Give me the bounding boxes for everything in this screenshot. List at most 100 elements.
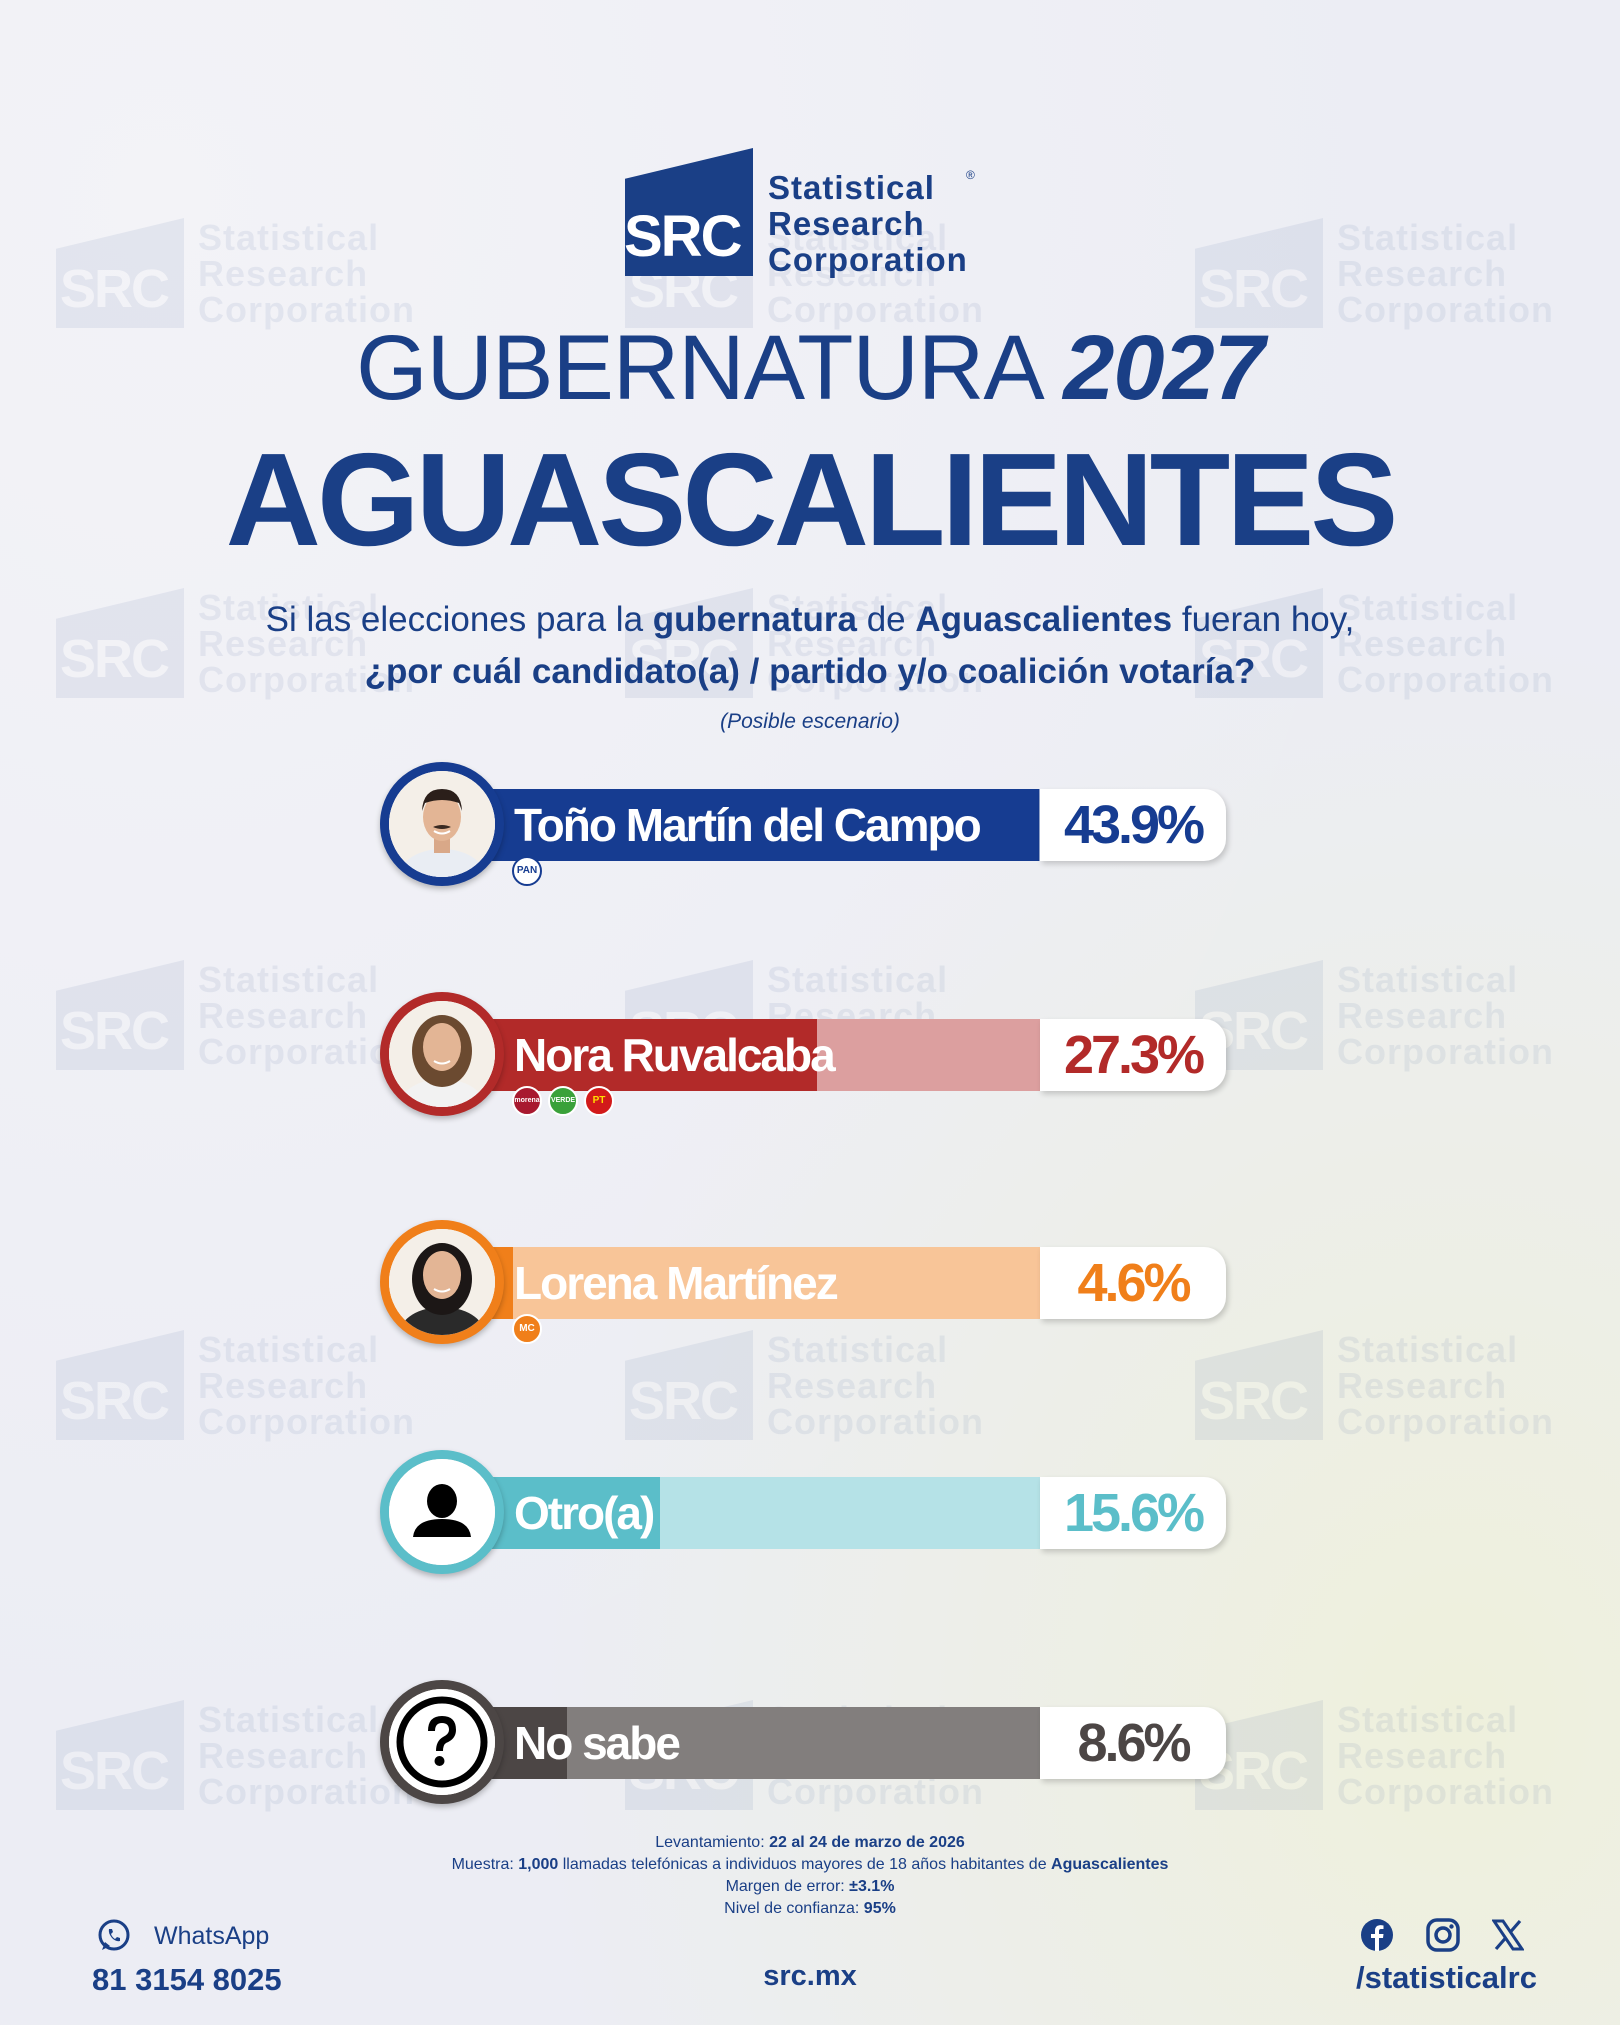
bar-fill <box>452 789 1039 861</box>
bar-row: Nora Ruvalcaba 27.3% morena VERDE PT <box>380 992 1250 1116</box>
value-box: 4.6% <box>1040 1247 1226 1319</box>
bar-row: No sabe 8.6% <box>380 1680 1250 1804</box>
watermark-text: Corporation <box>1337 1401 1554 1442</box>
question-bold: ¿por cuál candidato(a) / partido y/o coa… <box>364 652 1256 691</box>
watermark-text: Statistical <box>1337 959 1519 1000</box>
logo-line-3: Corporation <box>768 241 968 278</box>
whatsapp-number: 81 3154 8025 <box>92 1962 282 1997</box>
src-logo: SRC Statistical Research Corporation ® <box>625 148 1005 288</box>
watermark-text: Corporation <box>767 1401 984 1442</box>
poll-question: Si las elecciones para la gubernatura de… <box>0 594 1620 698</box>
bar-track <box>452 789 1120 861</box>
candidate-avatar <box>380 1220 504 1344</box>
avatar-inner <box>389 1001 495 1107</box>
bar-track <box>452 1019 1120 1091</box>
avatar-inner <box>389 771 495 877</box>
value-box: 8.6% <box>1040 1707 1226 1779</box>
whatsapp-icon <box>98 1919 130 1951</box>
watermark-mark: SRC <box>1199 629 1309 689</box>
person-icon <box>380 1450 504 1574</box>
logo-mark: SRC <box>624 204 742 269</box>
bar-label: No sabe <box>514 1717 681 1769</box>
x-icon[interactable] <box>1492 1919 1524 1951</box>
bar-row: Lorena Martínez 4.6% MC <box>380 1220 1250 1344</box>
watermark-mark: SRC <box>1199 259 1309 319</box>
candidate-avatar <box>380 992 504 1116</box>
method-value: 1,000 <box>518 1856 559 1873</box>
value-box: 15.6% <box>1040 1477 1226 1549</box>
method-label: Nivel de confianza: <box>724 1900 864 1917</box>
watermark-text: Corporation <box>767 659 984 700</box>
bar-fill <box>452 1019 817 1091</box>
candidate-photo <box>389 1001 495 1107</box>
logo-line-1: Statistical <box>768 169 935 206</box>
party-logo-mc: MC <box>512 1314 542 1344</box>
watermark-text: Corporation <box>198 659 415 700</box>
question-text: de <box>856 600 916 639</box>
watermark-text: Corporation <box>198 1401 415 1442</box>
bar-track <box>452 1707 1120 1779</box>
person-icon <box>389 1459 495 1565</box>
watermark-text: Corporation <box>1337 1771 1554 1812</box>
candidate-photo <box>389 771 495 877</box>
method-value: ±3.1% <box>849 1878 895 1895</box>
watermark-text: Statistical <box>198 1329 380 1370</box>
method-label: Levantamiento: <box>655 1834 770 1851</box>
watermark-text: Statistical <box>767 1329 949 1370</box>
watermark-text: Statistical <box>1337 587 1519 628</box>
watermark-text: Corporation <box>767 289 984 330</box>
method-value: 95% <box>863 1900 896 1917</box>
bar-track <box>452 1477 1120 1549</box>
value-box: 43.9% <box>1040 789 1226 861</box>
bar-label: Nora Ruvalcaba <box>514 1029 836 1081</box>
avatar-inner <box>389 1229 495 1335</box>
watermark-text: Statistical <box>767 587 949 628</box>
social-handle: /statisticalrc <box>1356 1960 1537 1995</box>
watermark-mark: SRC <box>60 1001 170 1061</box>
watermark-text: Corporation <box>1337 659 1554 700</box>
instagram-icon[interactable] <box>1426 1918 1460 1952</box>
watermark-text: Research <box>1337 995 1508 1036</box>
scenario-note: (Posible escenario) <box>720 710 900 733</box>
value-box: 27.3% <box>1040 1019 1226 1091</box>
watermark-text: Statistical <box>767 217 949 258</box>
watermark-mark: SRC <box>60 629 170 689</box>
question-icon <box>380 1680 504 1804</box>
bar-row: Toño Martín del Campo 43.9% PAN <box>380 762 1250 886</box>
candidate-avatar <box>380 762 504 886</box>
avatar-inner <box>389 1689 495 1795</box>
watermark-text: Corporation <box>198 289 415 330</box>
watermark-text: Corporation <box>1337 289 1554 330</box>
watermark-text: Research <box>198 623 369 664</box>
watermark-text: Statistical <box>767 959 949 1000</box>
watermark-text: Research <box>198 253 369 294</box>
watermark-mark: SRC <box>60 1741 170 1801</box>
watermark-text: Corporation <box>198 1771 415 1812</box>
website-link[interactable]: src.mx <box>763 1960 857 1992</box>
watermark-text: Statistical <box>1337 217 1519 258</box>
method-label: Margen de error: <box>725 1878 850 1895</box>
watermark-mark: SRC <box>60 1371 170 1431</box>
watermark-text: Statistical <box>1337 1329 1519 1370</box>
question-icon <box>389 1689 495 1795</box>
party-logo-pt: PT <box>584 1086 614 1116</box>
watermark-text: Research <box>198 995 369 1036</box>
watermark-text: Research <box>1337 1735 1508 1776</box>
watermark-text: Corporation <box>198 1031 415 1072</box>
bar-value-label: 8.6% <box>1077 1713 1191 1773</box>
watermark-text: Statistical <box>198 217 380 258</box>
question-bold: gubernatura <box>652 600 857 639</box>
facebook-icon[interactable] <box>1360 1918 1394 1952</box>
bar-value-label: 43.9% <box>1063 795 1205 855</box>
question-text: Si las elecciones para la <box>265 600 653 639</box>
party-logo-pan: PAN <box>512 856 542 886</box>
